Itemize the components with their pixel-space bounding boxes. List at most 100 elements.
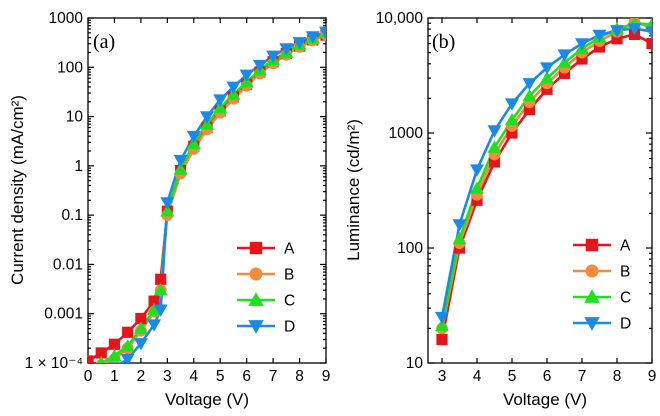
panel-b-plot-frame: [427, 17, 653, 364]
panel-b-legend-B-marker: [585, 264, 599, 278]
panel-b-chart: (b) Voltage (V) Luminance (cd/m²) 3 4 5 6 7 8…: [344, 10, 657, 409]
panel-a-legend-D-marker: [248, 320, 264, 334]
panel-b-y-axis-label: Luminance (cd/m²): [344, 119, 363, 261]
panel-b-legend-B-label: B: [620, 264, 630, 281]
panel-b-legend-C-marker: [584, 289, 600, 303]
panel-a-x-tick-label: 8: [295, 368, 304, 385]
panel-b-series-D-point: [557, 49, 572, 62]
panel-a-series-A-point: [148, 295, 160, 307]
panel-b-series-A-point: [541, 83, 553, 95]
panel-a-series-A-point: [155, 273, 167, 285]
panel-b-series-A-point: [646, 37, 652, 50]
panel-a-legend-D-label: D: [284, 319, 295, 336]
panel-a-series-D-point: [266, 50, 281, 63]
panel-b-y-tick-label: 1000: [389, 125, 424, 142]
panel-a-series-C-point: [120, 339, 135, 352]
panel-a-series-A-point: [108, 338, 121, 350]
panel-a-series-D-point: [292, 37, 307, 50]
panel-b-y-tick-label: 100: [397, 240, 423, 257]
panel-b-series-C-point: [522, 88, 537, 102]
panel-a-series-D-point: [226, 81, 241, 94]
panel-a-series-C-point: [173, 162, 188, 175]
panel-a-series-A-point: [135, 312, 147, 325]
panel-b-legend-A-marker: [585, 238, 599, 252]
panel-b-series-D-point: [575, 38, 589, 51]
panel-b-x-tick-label: 8: [613, 368, 622, 385]
panel-a-x-tick-label: 4: [189, 368, 198, 385]
panel-a-x-tick-label: 9: [322, 368, 331, 385]
panel-b-x-tick-label: 5: [508, 368, 517, 385]
panel-b-x-tick-label: 7: [578, 368, 587, 385]
panel-a-series-C-point: [107, 348, 122, 362]
panel-a-series-D-point: [173, 154, 188, 168]
panel-a-y-tick-label: 0.1: [61, 207, 83, 224]
panel-b-series-A-point: [506, 127, 518, 139]
panel-b-x-tick-label: 9: [648, 368, 657, 385]
panel-a-legend-C-marker: [248, 292, 264, 306]
panel-b-x-tick-label: 6: [543, 368, 552, 385]
panel-a-series-D-point: [305, 31, 320, 44]
panel-a-series-D-point: [200, 111, 214, 124]
panel-a-series-D-point: [107, 362, 122, 363]
panel-b-series-A-point: [576, 53, 588, 65]
panel-b-series-D-point: [470, 164, 484, 177]
panel-b-series-C-point: [557, 55, 572, 68]
panel-a-y-axis-label: Current density (mA/cm²): [8, 95, 27, 285]
panel-b-series-C-point: [540, 71, 554, 84]
panel-b-series-C-point: [452, 231, 467, 245]
panel-a-chart: (a) Voltage (V) Current density (mA/cm²)…: [8, 10, 331, 409]
panel-b-series-D-point: [452, 219, 467, 232]
panel-a-series-C-point: [160, 204, 175, 217]
panel-b-legend-D-marker: [584, 317, 600, 331]
panel-b-series-D-point: [505, 98, 519, 111]
panel-a-y-tick-label: 0.01: [53, 256, 83, 273]
panel-b-series-A-point: [488, 156, 501, 168]
panel-a-y-tick-label: 1: [74, 158, 83, 175]
panel-b-series-D-point: [435, 311, 449, 325]
panel-a-series-D-point: [186, 130, 201, 144]
panel-b-y-tick-label: 10,000: [376, 10, 424, 27]
panel-b-legend-C-label: C: [620, 290, 631, 307]
panel-b-y-tick-label: 10: [406, 355, 424, 372]
panel-a-series-B-line: [103, 33, 326, 363]
panel-b-series-C-point: [470, 181, 484, 194]
panel-b-series-D-point: [592, 29, 607, 43]
panel-a-series-A-point: [88, 355, 94, 363]
panel-a-series-C-point: [97, 356, 106, 363]
panel-b-series-D-point: [487, 125, 502, 138]
panel-a-series-D-point: [252, 59, 267, 73]
panel-a-series-C-point: [133, 321, 148, 334]
panel-a-series-D-point: [213, 94, 228, 107]
panel-a-plot-area: [88, 25, 326, 363]
panel-a-series-D-point: [239, 69, 254, 82]
panel-a-series-D-point: [160, 197, 175, 210]
panel-b-series-D-point: [540, 62, 554, 75]
panel-a-plot-frame: [87, 17, 327, 364]
panel-b-x-axis-label: Voltage (V): [503, 390, 587, 409]
panel-b-series-A-point: [611, 33, 623, 45]
panel-a-series-C-point: [213, 100, 228, 114]
panel-a-y-tick-label: 10: [66, 109, 84, 126]
panel-a-series-C-point: [147, 302, 162, 316]
panel-b-series-A-point: [523, 103, 536, 116]
panel-a-series-D-point: [319, 26, 326, 39]
panel-b-x-tick-label: 3: [438, 368, 447, 385]
panel-b-series-D-point: [610, 25, 624, 38]
panel-a-series-D-point: [133, 338, 148, 351]
panel-b-legend-D-label: D: [620, 316, 631, 333]
panel-a-y-tick-label: 100: [57, 59, 83, 76]
panel-b-series-C-point: [487, 140, 502, 153]
panel-b-x-tick-label: 4: [473, 368, 482, 385]
panel-a-y-tick-label: 0.001: [44, 306, 83, 323]
panel-a-label: (a): [93, 31, 115, 53]
panel-b-series-D-point: [522, 78, 537, 91]
panel-b-plot-area: [435, 18, 652, 346]
panel-b-series-C-point: [435, 318, 449, 332]
panel-a-x-tick-label: 6: [242, 368, 251, 385]
panel-a-x-tick-label: 3: [163, 368, 172, 385]
panel-a-series-D-point: [120, 353, 135, 363]
panel-b-series-C-point: [505, 112, 519, 126]
